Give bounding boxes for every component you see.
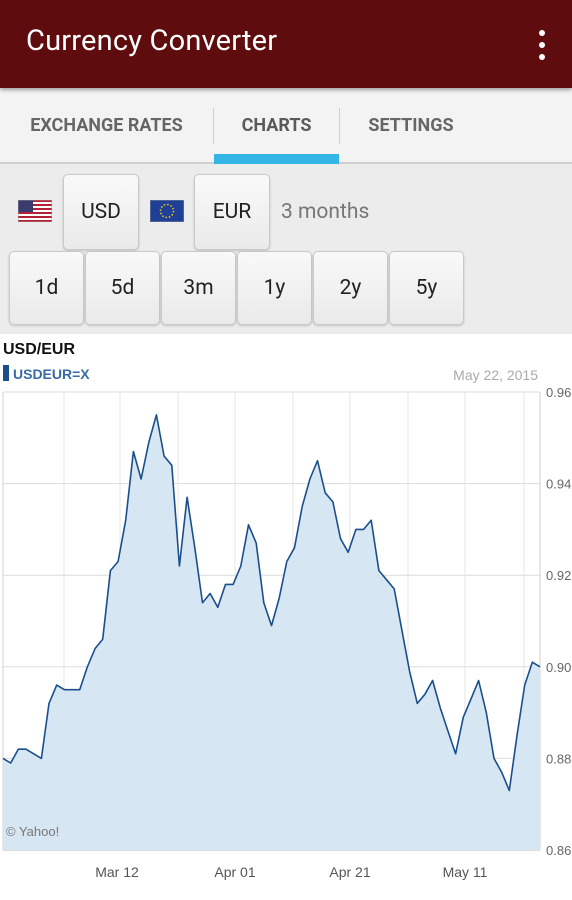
us-flag-icon <box>18 200 52 222</box>
tick-labels: 0.96 0.94 0.92 0.90 0.88 0.86 Mar 12 Apr 01 Apr … <box>95 385 571 880</box>
series-line <box>2 414 541 792</box>
legend-series-name: USDEUR=X <box>13 366 90 382</box>
tab-settings[interactable]: SETTINGS <box>368 114 454 136</box>
to-currency-button[interactable]: EUR <box>194 174 270 250</box>
tab-exchange-rates[interactable]: EXCHANGE RATES <box>30 114 183 136</box>
x-tick-label: Mar 12 <box>95 864 139 880</box>
eu-flag-icon <box>150 200 184 222</box>
range-button-1d[interactable]: 1d <box>9 251 84 325</box>
range-button-5d[interactable]: 5d <box>85 251 160 325</box>
app-bar: Currency Converter <box>0 0 572 88</box>
tab-divider <box>339 108 340 144</box>
x-tick-label: Apr 01 <box>214 864 255 880</box>
from-currency-code: USD <box>81 200 121 224</box>
y-tick-label: 0.86 <box>546 843 571 858</box>
y-tick-label: 0.88 <box>546 751 571 766</box>
tab-bar: EXCHANGE RATES CHARTS SETTINGS <box>0 88 572 164</box>
period-label: 3 months <box>281 200 370 224</box>
range-button-3m[interactable]: 3m <box>161 251 236 325</box>
range-button-5y[interactable]: 5y <box>389 251 464 325</box>
range-button-2y[interactable]: 2y <box>313 251 388 325</box>
rate-chart: USD/EUR USDEUR=X May 22, 2015 0.96 0.94 0.… <box>0 334 572 900</box>
tab-charts[interactable]: CHARTS <box>214 88 339 164</box>
from-currency-button[interactable]: USD <box>63 174 139 250</box>
chart-title: USD/EUR <box>3 341 75 358</box>
range-button-1y[interactable]: 1y <box>237 251 312 325</box>
chart-canvas: USD/EUR USDEUR=X May 22, 2015 0.960.940.… <box>2 341 571 880</box>
chart-controls: USD EUR 3 months 1d 5d 3m 1y 2y 5y <box>0 164 572 334</box>
y-tick-label: 0.96 <box>546 385 571 400</box>
app-title: Currency Converter <box>26 24 278 58</box>
area-fill <box>3 414 540 850</box>
y-tick-label: 0.92 <box>546 568 571 583</box>
chart-date: May 22, 2015 <box>453 367 538 383</box>
legend-swatch <box>3 365 9 381</box>
plot-area <box>2 414 541 850</box>
y-tick-label: 0.90 <box>546 660 571 675</box>
y-tick-label: 0.94 <box>546 477 571 492</box>
x-tick-label: May 11 <box>443 864 488 880</box>
tab-divider <box>213 108 214 144</box>
chart-credit: © Yahoo! <box>6 824 59 839</box>
to-currency-code: EUR <box>212 200 252 224</box>
x-tick-label: Apr 21 <box>329 864 370 880</box>
overflow-menu-icon[interactable] <box>534 30 548 60</box>
